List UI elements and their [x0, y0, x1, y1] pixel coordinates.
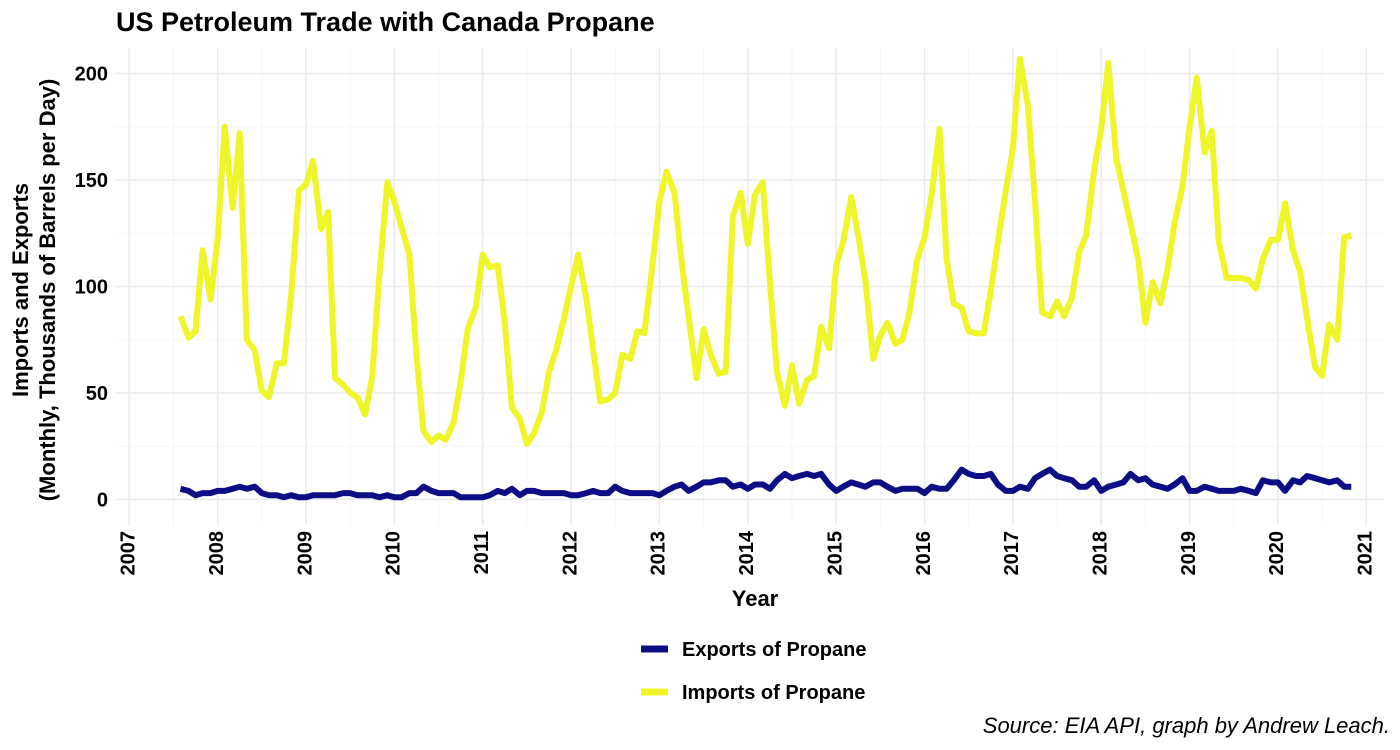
x-tick-label: 2018	[1090, 531, 1112, 576]
x-tick-labels: 2007 2008 2009 2010 2011 2012 2013 2014 2015 2016…	[118, 530, 1377, 575]
x-tick-label: 2011	[471, 531, 493, 574]
legend-item: Imports of Propane	[641, 682, 865, 704]
series-line-exports	[179, 466, 1352, 501]
legend: Exports of Propane Imports of Propane	[641, 639, 866, 704]
x-tick-label: 2014	[736, 530, 758, 575]
x-tick-label: 2017	[1001, 531, 1023, 576]
x-tick-label: 2016	[913, 531, 935, 576]
source-caption: Source: EIA API, graph by Andrew Leach.	[983, 713, 1390, 738]
x-tick-label: 2012	[559, 531, 581, 576]
x-tick-label: 2010	[383, 531, 405, 576]
x-axis-title: Year	[732, 586, 779, 611]
x-tick-label: 2021	[1355, 531, 1377, 576]
x-tick-label: 2009	[294, 531, 316, 576]
chart-title: US Petroleum Trade with Canada Propane	[116, 7, 655, 37]
y-tick-label: 150	[75, 170, 108, 192]
y-tick-label: 0	[97, 489, 108, 511]
y-axis-title-line2: (Monthly, Thousands of Barrels per Day)	[35, 79, 60, 502]
x-tick-label: 2015	[824, 531, 846, 576]
series-lines	[177, 55, 1353, 501]
gridlines	[116, 48, 1384, 525]
x-tick-label: 2013	[648, 531, 670, 576]
y-tick-label: 100	[75, 277, 108, 299]
x-tick-label: 2008	[206, 531, 228, 576]
x-tick-label: 2020	[1266, 531, 1288, 576]
x-tick-label: 2007	[118, 531, 140, 576]
legend-label: Exports of Propane	[682, 639, 866, 661]
legend-item: Exports of Propane	[641, 639, 866, 661]
y-axis-title-line1: Imports and Exports	[8, 183, 33, 397]
legend-label: Imports of Propane	[682, 682, 865, 704]
series-line-imports	[177, 55, 1353, 448]
y-tick-label: 200	[75, 64, 108, 86]
y-tick-label: 50	[86, 383, 108, 405]
y-axis-title: Imports and Exports (Monthly, Thousands …	[8, 79, 60, 502]
x-tick-label: 2019	[1178, 531, 1200, 576]
y-tick-labels: 0 50 100 150 200	[75, 64, 108, 512]
